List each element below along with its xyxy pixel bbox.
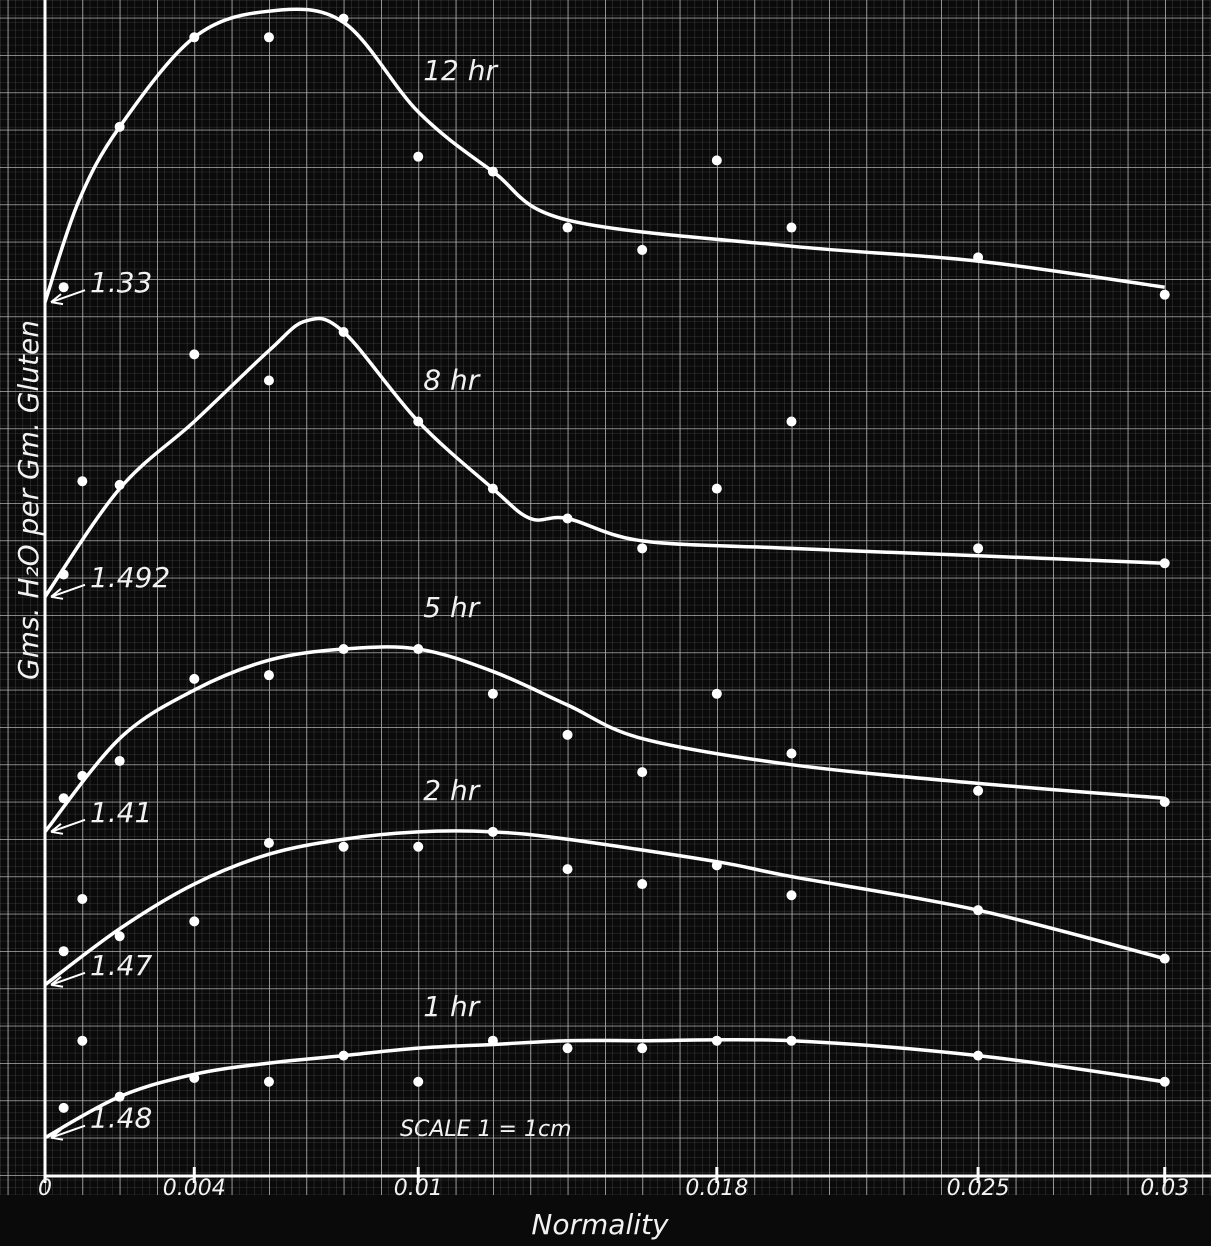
- chart: Normality Gms. H₂O per Gm. Gluten SCALE …: [0, 0, 1211, 1246]
- data-point: [339, 327, 349, 337]
- data-point: [1160, 1077, 1170, 1087]
- data-point: [59, 1103, 69, 1113]
- data-point: [189, 349, 199, 359]
- data-point: [115, 1092, 125, 1102]
- data-point: [413, 1077, 423, 1087]
- data-point: [488, 167, 498, 177]
- data-point: [712, 689, 722, 699]
- data-point: [413, 152, 423, 162]
- data-point: [59, 569, 69, 579]
- data-point: [712, 155, 722, 165]
- data-point: [563, 730, 573, 740]
- data-point: [77, 771, 87, 781]
- data-point: [264, 375, 274, 385]
- data-point: [339, 14, 349, 24]
- data-point: [264, 32, 274, 42]
- data-point: [339, 644, 349, 654]
- data-point: [115, 480, 125, 490]
- data-point: [115, 756, 125, 766]
- data-point: [339, 1051, 349, 1061]
- annotation: SCALE 1 = 1cm: [400, 1117, 571, 1142]
- data-point: [115, 122, 125, 132]
- data-point: [786, 1036, 796, 1046]
- data-point: [413, 417, 423, 427]
- series-label: 2 hr: [423, 774, 480, 807]
- start-label: 1.33: [90, 266, 152, 299]
- x-tick-label: 0.004: [163, 1176, 226, 1201]
- data-point: [77, 476, 87, 486]
- data-point: [637, 543, 647, 553]
- data-point: [59, 282, 69, 292]
- data-point: [488, 689, 498, 699]
- data-point: [59, 793, 69, 803]
- series-label: 5 hr: [423, 591, 480, 624]
- major-grid: [0, 0, 1211, 1195]
- data-point: [189, 674, 199, 684]
- x-tick-label: 0: [38, 1176, 52, 1201]
- data-point: [264, 670, 274, 680]
- data-point: [77, 1036, 87, 1046]
- data-point: [1160, 558, 1170, 568]
- data-point: [563, 864, 573, 874]
- start-label: 1.492: [90, 561, 170, 594]
- data-point: [115, 931, 125, 941]
- data-point: [973, 543, 983, 553]
- data-point: [973, 1051, 983, 1061]
- data-point: [413, 842, 423, 852]
- data-point: [339, 842, 349, 852]
- x-tick-label: 0.03: [1140, 1176, 1189, 1201]
- x-tick-label: 0.01: [394, 1176, 443, 1201]
- data-point: [563, 1043, 573, 1053]
- data-point: [637, 245, 647, 255]
- data-point: [637, 767, 647, 777]
- data-point: [264, 1077, 274, 1087]
- data-point: [786, 417, 796, 427]
- data-point: [1160, 290, 1170, 300]
- data-point: [189, 32, 199, 42]
- start-label: 1.48: [90, 1102, 152, 1135]
- series-label: 12 hr: [423, 54, 498, 87]
- page: {"chart_data": { "type": "line", "x_labe…: [0, 0, 1211, 1246]
- data-point: [786, 748, 796, 758]
- data-point: [413, 644, 423, 654]
- data-point: [1160, 954, 1170, 964]
- y-axis-label: Gms. H₂O per Gm. Gluten: [12, 320, 45, 680]
- data-point: [488, 484, 498, 494]
- data-point: [189, 916, 199, 926]
- data-point: [712, 860, 722, 870]
- data-point: [637, 1043, 647, 1053]
- data-point: [712, 484, 722, 494]
- x-tick-label: 0.018: [685, 1176, 748, 1201]
- x-axis-label: Normality: [531, 1208, 669, 1241]
- data-point: [59, 946, 69, 956]
- series-label: 1 hr: [423, 990, 480, 1023]
- data-point: [712, 1036, 722, 1046]
- data-point: [1160, 797, 1170, 807]
- start-label: 1.47: [90, 949, 153, 982]
- data-point: [488, 1036, 498, 1046]
- data-point: [563, 513, 573, 523]
- data-point: [563, 223, 573, 233]
- data-point: [637, 879, 647, 889]
- start-label: 1.41: [90, 796, 152, 829]
- data-point: [973, 786, 983, 796]
- grid: [0, 0, 1211, 1195]
- data-point: [189, 1073, 199, 1083]
- x-tick-label: 0.025: [947, 1176, 1010, 1201]
- data-point: [77, 894, 87, 904]
- data-point: [786, 890, 796, 900]
- series-label: 8 hr: [423, 364, 480, 397]
- data-point: [973, 252, 983, 262]
- data-point: [786, 223, 796, 233]
- data-point: [264, 838, 274, 848]
- data-point: [488, 827, 498, 837]
- data-point: [973, 905, 983, 915]
